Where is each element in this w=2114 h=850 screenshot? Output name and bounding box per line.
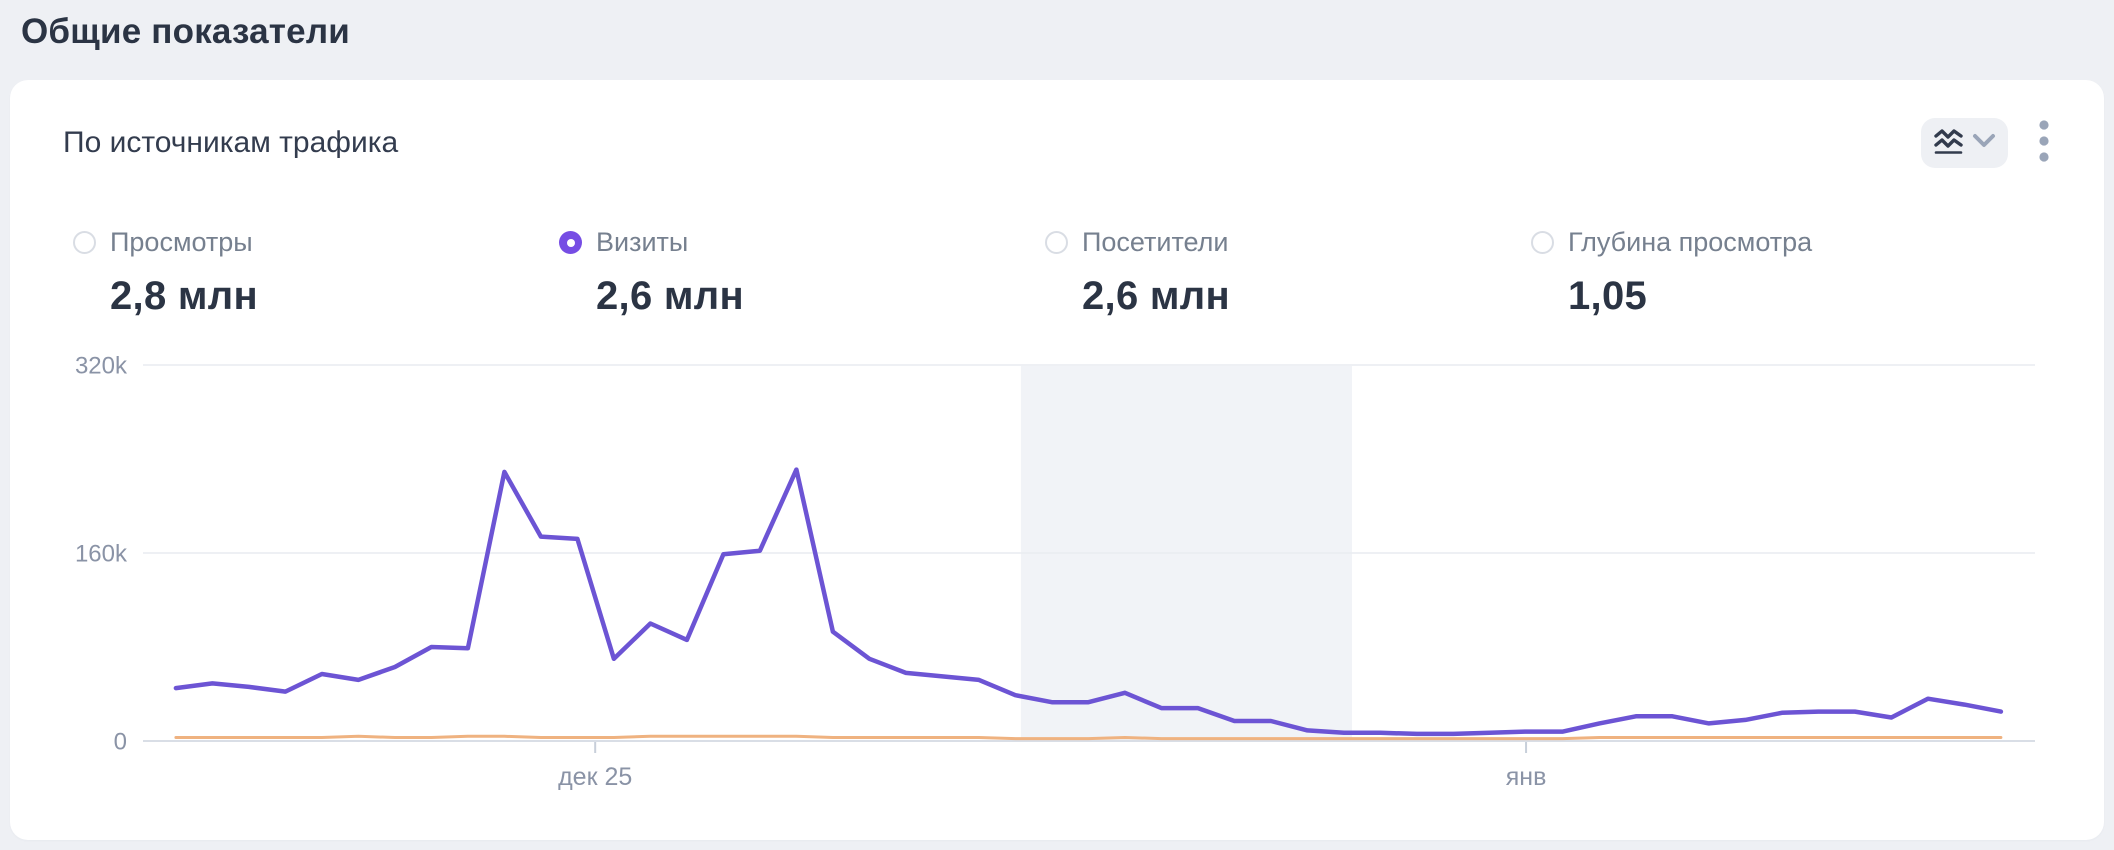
metric-visitors: Посетители 2,6 млн bbox=[1045, 227, 1531, 319]
metric-depth: Глубина просмотра 1,05 bbox=[1531, 227, 2017, 319]
more-options-button[interactable] bbox=[2032, 116, 2056, 169]
metric-radio-depth[interactable] bbox=[1531, 231, 1554, 254]
chevron-down-icon bbox=[1972, 133, 1996, 152]
traffic-chart[interactable]: 320k 160k 0 дек 25 янв bbox=[10, 349, 2104, 799]
card-header: По источникам трафика bbox=[10, 80, 2104, 169]
series-line bbox=[174, 734, 2003, 741]
series-line bbox=[173, 467, 2004, 737]
metric-views: Просмотры 2,8 млн bbox=[73, 227, 559, 319]
chart-svg: 320k 160k 0 дек 25 янв bbox=[75, 353, 2035, 791]
metric-option-views[interactable]: Просмотры bbox=[73, 227, 559, 258]
card-controls bbox=[1921, 116, 2056, 169]
metric-radio-visits-selected[interactable] bbox=[559, 231, 582, 254]
y-axis-label-160k: 160k bbox=[75, 541, 128, 568]
metric-option-visits[interactable]: Визиты bbox=[559, 227, 1045, 258]
metric-visits: Визиты 2,6 млн bbox=[559, 227, 1045, 319]
kebab-menu-icon bbox=[2039, 120, 2049, 162]
metric-radio-views[interactable] bbox=[73, 231, 96, 254]
metric-value: 2,6 млн bbox=[1082, 274, 1230, 318]
metric-label: Визиты bbox=[596, 227, 689, 257]
traffic-sources-card: По источникам трафика bbox=[10, 80, 2104, 840]
y-axis-label-0: 0 bbox=[114, 729, 127, 756]
metric-radio-visitors[interactable] bbox=[1045, 231, 1068, 254]
x-axis-label: дек 25 bbox=[558, 763, 632, 791]
metric-value: 2,6 млн bbox=[596, 274, 744, 318]
metric-label: Посетители bbox=[1082, 227, 1229, 257]
metric-option-depth[interactable]: Глубина просмотра bbox=[1531, 227, 2017, 258]
page-title: Общие показатели bbox=[21, 12, 350, 51]
metric-selector-row: Просмотры 2,8 млн Визиты 2,6 млн Посетители 2… bbox=[10, 169, 2104, 319]
metric-label: Просмотры bbox=[110, 227, 253, 257]
x-axis-label: янв bbox=[1506, 763, 1547, 791]
metric-label: Глубина просмотра bbox=[1568, 227, 1813, 257]
card-title: По источникам трафика bbox=[63, 125, 399, 159]
y-axis-label-320k: 320k bbox=[75, 353, 128, 380]
metric-option-visitors[interactable]: Посетители bbox=[1045, 227, 1531, 258]
metric-value: 2,8 млн bbox=[110, 274, 258, 318]
line-chart-icon bbox=[1933, 126, 1964, 160]
metric-value: 1,05 bbox=[1568, 274, 1648, 318]
chart-type-selector-button[interactable] bbox=[1921, 117, 2008, 168]
